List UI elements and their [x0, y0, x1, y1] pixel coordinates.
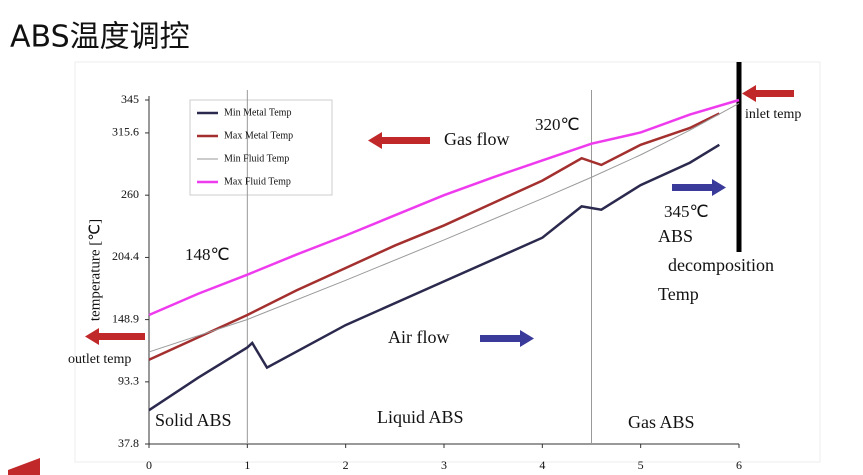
x-tick-label: 5 — [638, 458, 644, 472]
y-tick-label: 345 — [121, 92, 139, 106]
y-axis-label: temperature [℃] — [87, 219, 103, 321]
y-tick-label: 260 — [121, 187, 139, 201]
x-tick-label: 6 — [736, 458, 742, 472]
x-tick-label: 4 — [539, 458, 545, 472]
annotation: outlet temp — [68, 352, 131, 367]
y-tick-label: 204.4 — [112, 249, 139, 263]
annotation: 148℃ — [185, 245, 230, 264]
annotation: Solid ABS — [155, 410, 232, 430]
x-tick-label: 1 — [244, 458, 250, 472]
annotation: Temp — [658, 284, 699, 304]
annotation: Gas ABS — [628, 412, 695, 432]
series-line — [148, 143, 720, 412]
slide-title: ABS温度调控 — [10, 20, 190, 55]
annotation: 345℃ — [664, 202, 709, 221]
annotation: 320℃ — [535, 115, 580, 134]
annotation: inlet temp — [745, 107, 801, 122]
y-tick-label: 37.8 — [118, 436, 139, 450]
y-tick-label: 93.3 — [118, 374, 139, 388]
annotation: Liquid ABS — [377, 407, 464, 427]
arrows — [8, 85, 794, 475]
legend-label: Max Metal Temp — [224, 130, 293, 141]
annotation: ABS — [658, 226, 693, 246]
series-line — [148, 102, 740, 353]
x-tick-label: 3 — [441, 458, 447, 472]
legend-label: Min Metal Temp — [224, 107, 291, 118]
legend-box — [189, 99, 333, 196]
annotation: Gas flow — [444, 129, 510, 149]
x-tick-label: 2 — [343, 458, 349, 472]
y-tick-label: 148.9 — [112, 311, 139, 325]
annotation: Air flow — [388, 327, 450, 347]
legend-label: Max Fluid Temp — [224, 176, 291, 187]
series-line — [148, 98, 740, 317]
legend-label: Min Fluid Temp — [224, 153, 289, 164]
x-tick-label: 0 — [146, 458, 152, 472]
series-line — [148, 112, 720, 361]
y-tick-label: 315.6 — [112, 125, 139, 139]
annotation: decomposition — [668, 255, 774, 275]
